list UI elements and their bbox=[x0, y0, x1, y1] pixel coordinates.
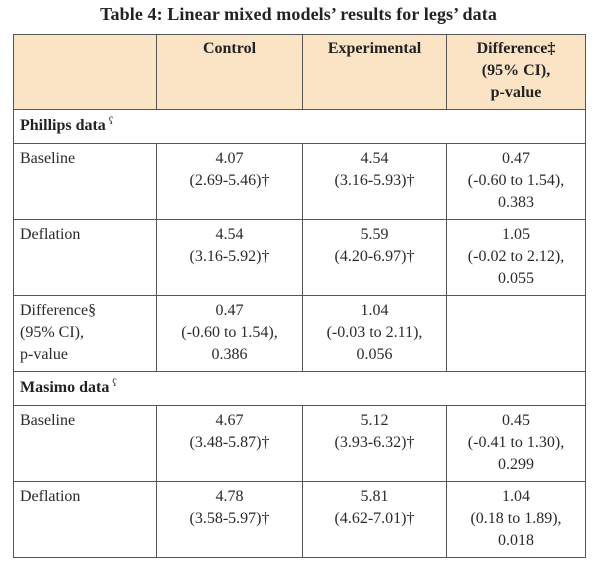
row-label-line: Deflation bbox=[20, 226, 81, 243]
experimental-cell: 5.12 (3.93-6.32)† bbox=[302, 405, 447, 482]
experimental-cell-line: 1.04 bbox=[360, 302, 389, 319]
table-row: Deflation 4.78 (3.58-5.97)† 5.81 (4.62-7.01)… bbox=[13, 481, 586, 558]
section-title: Phillips data ʕ bbox=[13, 109, 586, 144]
difference-cell bbox=[446, 295, 586, 372]
control-cell-line: 0.386 bbox=[211, 346, 248, 363]
row-label-line: Deflation bbox=[20, 488, 81, 505]
difference-cell: 1.04 (0.18 to 1.89), 0.018 bbox=[446, 481, 586, 558]
row-label-line: Baseline bbox=[20, 150, 76, 167]
experimental-cell: 4.54 (3.16-5.93)† bbox=[302, 143, 447, 220]
table-body: Phillips data ʕ Baseline 4.07 (2.69-5.46)† 4.… bbox=[13, 109, 586, 558]
control-cell-line: 4.67 bbox=[215, 412, 244, 429]
control-cell: 4.78 (3.58-5.97)† bbox=[156, 481, 303, 558]
header-empty-cell bbox=[13, 34, 157, 110]
difference-cell-line: 1.04 bbox=[502, 488, 530, 505]
experimental-cell-line: 5.81 bbox=[360, 488, 389, 505]
section-title: Masimo data ʕ bbox=[13, 371, 586, 406]
control-cell: 4.67 (3.48-5.87)† bbox=[156, 405, 303, 482]
table-caption: Table 4: Linear mixed models’ results fo… bbox=[100, 4, 497, 24]
control-cell-line: (-0.60 to 1.54), bbox=[181, 324, 278, 341]
difference-cell-line: (0.18 to 1.89), bbox=[470, 510, 562, 527]
difference-cell: 1.05 (-0.02 to 2.12), 0.055 bbox=[446, 219, 586, 296]
control-cell-line: (2.69-5.46)† bbox=[189, 172, 270, 189]
row-label: Baseline bbox=[13, 143, 157, 220]
control-cell-line: 4.78 bbox=[215, 488, 244, 505]
difference-cell-line: 0.055 bbox=[498, 270, 534, 287]
row-label-line: (95% CI), bbox=[20, 324, 84, 341]
section-title-mark: ʕ bbox=[112, 377, 117, 389]
experimental-cell-line: (4.62-7.01)† bbox=[334, 510, 415, 527]
experimental-cell: 5.59 (4.20-6.97)† bbox=[302, 219, 447, 296]
experimental-cell-line: 5.12 bbox=[360, 412, 389, 429]
difference-cell: 0.47 (-0.60 to 1.54), 0.383 bbox=[446, 143, 586, 220]
section-title-text: Masimo data bbox=[20, 379, 110, 396]
experimental-cell: 5.81 (4.62-7.01)† bbox=[302, 481, 447, 558]
control-cell-line: (3.16-5.92)† bbox=[189, 248, 270, 265]
control-cell: 4.07 (2.69-5.46)† bbox=[156, 143, 303, 220]
table-row: Baseline 4.07 (2.69-5.46)† 4.54 (3.16-5.93)†… bbox=[13, 143, 586, 220]
experimental-cell-line: 0.056 bbox=[356, 346, 393, 363]
table-row: Deflation 4.54 (3.16-5.92)† 5.59 (4.20-6.97)… bbox=[13, 219, 586, 296]
header-difference: Difference‡ (95% CI), p-value bbox=[446, 34, 586, 110]
row-label-line: Difference§ bbox=[20, 302, 97, 319]
header-difference-line: Difference‡ bbox=[476, 40, 556, 57]
control-cell: 0.47 (-0.60 to 1.54), 0.386 bbox=[156, 295, 303, 372]
difference-cell-line: 0.018 bbox=[498, 532, 534, 549]
row-label-line: p-value bbox=[20, 346, 68, 363]
difference-cell-line: 1.05 bbox=[502, 226, 530, 243]
difference-cell-line: 0.47 bbox=[502, 150, 530, 167]
difference-cell-line: (-0.60 to 1.54), bbox=[467, 172, 565, 189]
experimental-cell: 1.04 (-0.03 to 2.11), 0.056 bbox=[302, 295, 447, 372]
control-cell-line: 0.47 bbox=[215, 302, 244, 319]
header-control: Control bbox=[156, 34, 303, 110]
experimental-cell-line: 5.59 bbox=[360, 226, 389, 243]
experimental-cell-line: (3.16-5.93)† bbox=[334, 172, 415, 189]
difference-cell-line: (-0.02 to 2.12), bbox=[467, 248, 565, 265]
section-title-text: Phillips data bbox=[20, 117, 106, 134]
difference-cell-line: 0.383 bbox=[498, 194, 534, 211]
table-row: Difference§ (95% CI), p-value 0.47 (-0.60 to… bbox=[13, 295, 586, 372]
section-header-row: Masimo data ʕ bbox=[13, 371, 586, 406]
row-label: Difference§ (95% CI), p-value bbox=[13, 295, 157, 372]
section-title-mark: ʕ bbox=[108, 115, 114, 127]
results-table: Control Experimental Difference‡ (95% CI… bbox=[13, 34, 586, 558]
experimental-cell-line: (4.20-6.97)† bbox=[334, 248, 415, 265]
control-cell-line: (3.48-5.87)† bbox=[189, 434, 270, 451]
header-row: Control Experimental Difference‡ (95% CI… bbox=[13, 34, 586, 110]
table-row: Baseline 4.67 (3.48-5.87)† 5.12 (3.93-6.32)†… bbox=[13, 405, 586, 482]
header-experimental: Experimental bbox=[302, 34, 447, 110]
experimental-cell-line: (-0.03 to 2.11), bbox=[326, 324, 423, 341]
header-difference-line: p-value bbox=[490, 84, 542, 101]
difference-cell: 0.45 (-0.41 to 1.30), 0.299 bbox=[446, 405, 586, 482]
section-header-row: Phillips data ʕ bbox=[13, 109, 586, 144]
row-label-line: Baseline bbox=[20, 412, 76, 429]
row-label: Deflation bbox=[13, 481, 157, 558]
experimental-cell-line: (3.93-6.32)† bbox=[334, 434, 415, 451]
control-cell-line: 4.07 bbox=[215, 150, 244, 167]
control-cell: 4.54 (3.16-5.92)† bbox=[156, 219, 303, 296]
difference-cell-line: 0.45 bbox=[502, 412, 530, 429]
row-label: Deflation bbox=[13, 219, 157, 296]
header-difference-line: (95% CI), bbox=[481, 62, 551, 79]
control-cell-line: (3.58-5.97)† bbox=[189, 510, 270, 527]
experimental-cell-line: 4.54 bbox=[360, 150, 389, 167]
difference-cell-line: (-0.41 to 1.30), bbox=[467, 434, 565, 451]
row-label: Baseline bbox=[13, 405, 157, 482]
difference-cell-line: 0.299 bbox=[498, 456, 534, 473]
control-cell-line: 4.54 bbox=[215, 226, 244, 243]
